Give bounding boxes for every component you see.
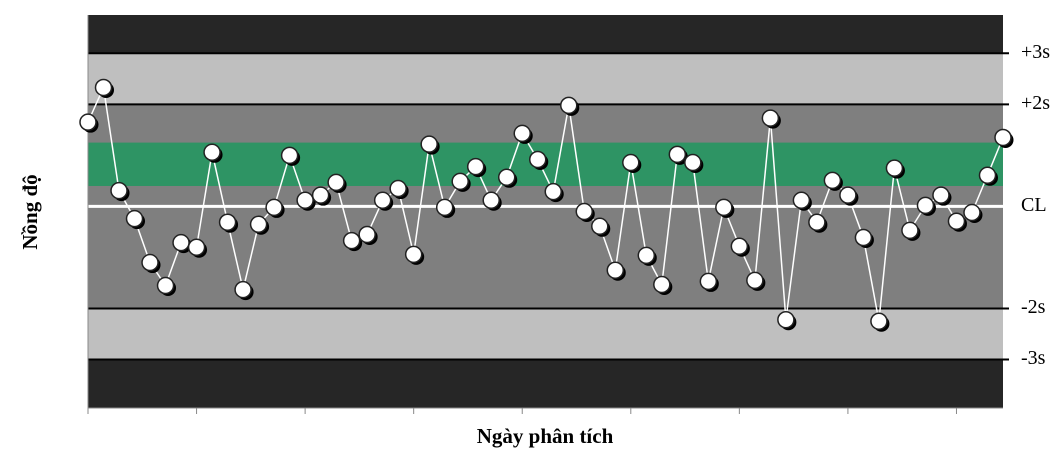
- data-point: [699, 272, 718, 291]
- data-point: [265, 198, 283, 217]
- data-point: [141, 253, 159, 272]
- y-tick-label: CL: [1021, 194, 1047, 216]
- data-point: [203, 143, 221, 162]
- data-point: [761, 109, 780, 127]
- control-band: [88, 53, 1003, 105]
- data-point: [932, 186, 950, 204]
- data-point: [746, 271, 764, 290]
- data-point: [870, 312, 888, 330]
- data-point: [994, 128, 1012, 147]
- data-point: [358, 225, 376, 244]
- data-point: [653, 275, 671, 294]
- data-point: [544, 182, 563, 201]
- data-point: [792, 191, 811, 210]
- data-point: [777, 310, 795, 329]
- y-tick-label: +3s: [1021, 41, 1050, 63]
- data-point: [451, 172, 469, 191]
- data-point: [854, 228, 873, 247]
- data-point: [575, 202, 594, 221]
- y-tick-label: +2s: [1021, 92, 1050, 114]
- data-point: [901, 221, 919, 240]
- data-point: [715, 198, 733, 217]
- control-band: [88, 308, 1003, 360]
- data-point: [839, 186, 857, 204]
- y-tick-label: -2s: [1021, 296, 1046, 318]
- data-point: [280, 146, 299, 165]
- data-point: [296, 191, 314, 210]
- data-point: [172, 233, 190, 252]
- data-point: [497, 168, 516, 187]
- data-point: [218, 213, 237, 231]
- data-point: [513, 124, 531, 143]
- data-point: [978, 166, 997, 185]
- data-point: [591, 217, 609, 236]
- data-point: [466, 157, 485, 176]
- data-point: [560, 96, 578, 115]
- data-point: [963, 203, 981, 222]
- data-point: [342, 231, 361, 250]
- data-point: [435, 198, 454, 217]
- data-point: [916, 196, 935, 215]
- data-point: [420, 135, 438, 153]
- data-point: [187, 238, 206, 256]
- control-band: [88, 15, 1003, 54]
- data-point: [110, 181, 128, 200]
- data-point: [125, 209, 144, 228]
- data-point: [823, 171, 842, 190]
- data-point: [79, 113, 97, 131]
- data-point: [249, 215, 268, 234]
- data-point: [94, 78, 113, 97]
- data-point: [482, 191, 500, 210]
- data-point: [156, 276, 175, 295]
- data-point: [637, 246, 656, 265]
- data-point: [622, 153, 640, 172]
- data-point: [606, 261, 625, 279]
- data-point: [404, 245, 423, 264]
- y-axis-label: Nồng độ: [18, 174, 42, 249]
- x-axis-label: Ngày phân tích: [477, 424, 614, 448]
- y-tick-label: -3s: [1021, 347, 1046, 369]
- data-point: [684, 153, 702, 172]
- data-point: [311, 186, 330, 204]
- data-point: [528, 150, 547, 169]
- data-point: [389, 179, 407, 198]
- data-point: [668, 145, 687, 164]
- data-point: [947, 212, 966, 230]
- data-point: [373, 191, 392, 210]
- control-band: [88, 359, 1003, 408]
- data-point: [885, 159, 904, 177]
- data-point: [234, 280, 252, 299]
- data-point: [730, 237, 749, 255]
- data-point: [808, 213, 826, 231]
- data-point: [327, 173, 345, 192]
